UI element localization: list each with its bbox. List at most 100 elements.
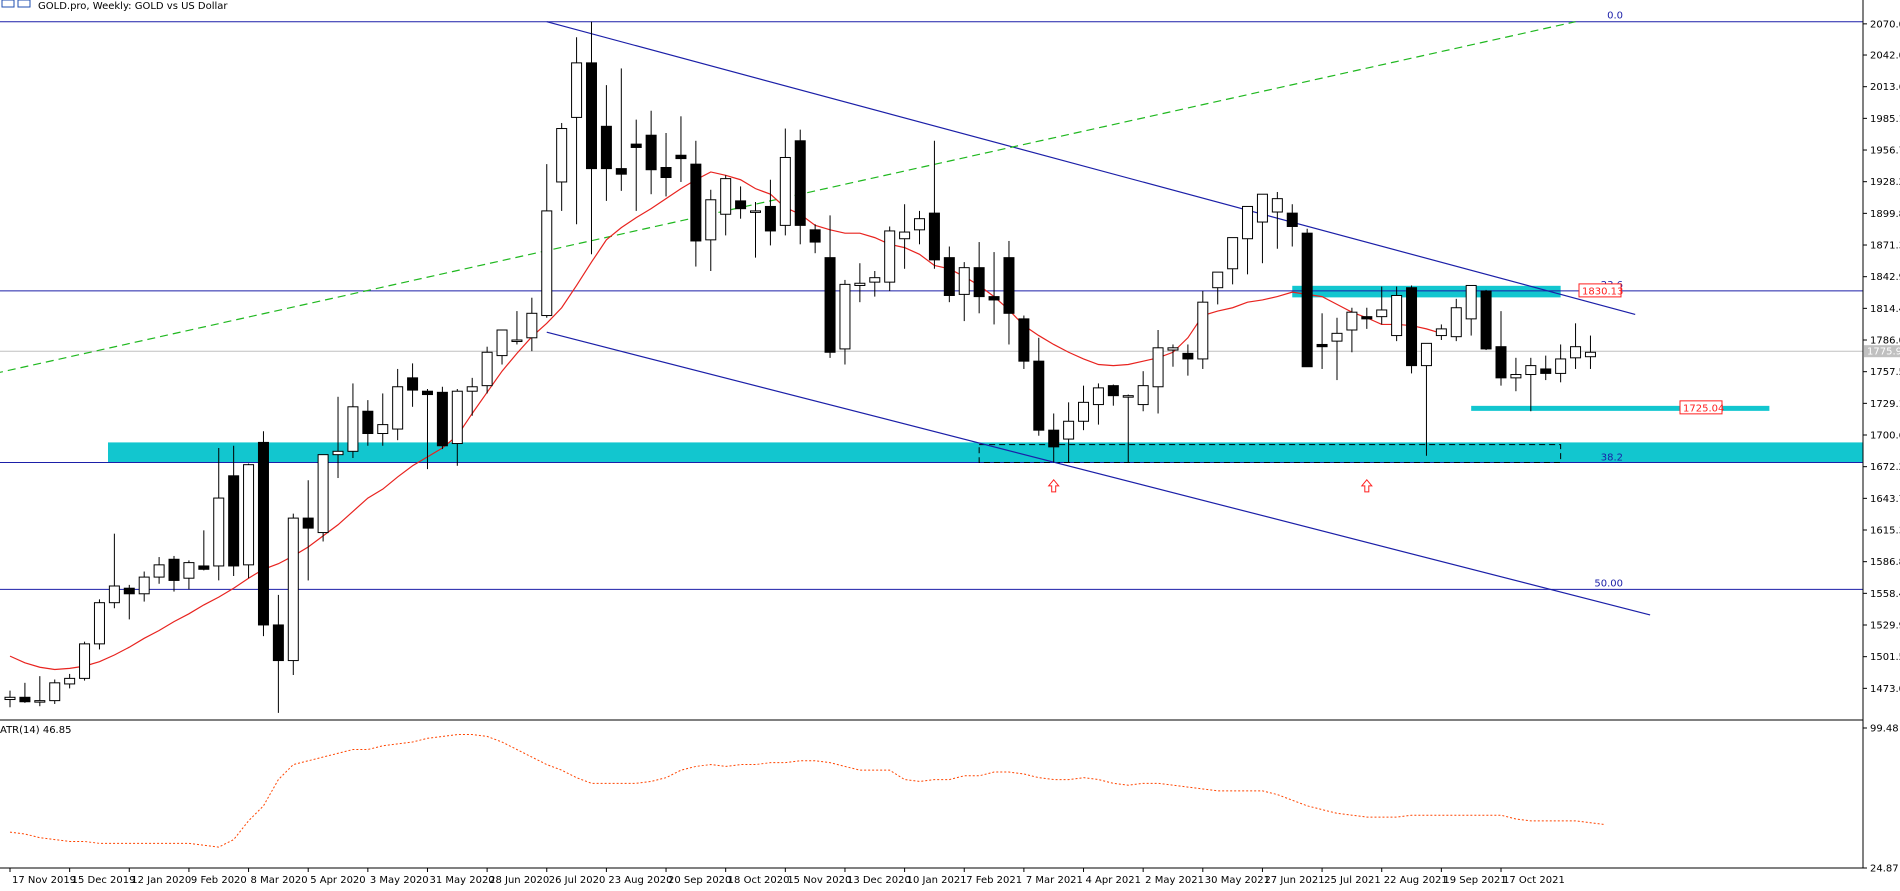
candle (914, 210, 926, 245)
candle-body (198, 565, 210, 570)
candle (899, 204, 911, 269)
candle-body (645, 134, 657, 171)
candle (1167, 344, 1179, 367)
price-tick-label: 1814.45 (1870, 304, 1900, 315)
candle (198, 530, 210, 571)
atr-panel: ATR(14) 46.85 (0, 725, 1606, 848)
candle (49, 679, 61, 704)
candle-body (1391, 294, 1403, 337)
candle (108, 533, 120, 609)
candle-body (1361, 316, 1373, 320)
candle (64, 673, 76, 689)
candle (19, 682, 31, 703)
candle-body (571, 62, 583, 118)
candle-body (407, 377, 419, 391)
time-tick-label: 31 May 2020 (429, 875, 494, 886)
candle (1122, 394, 1134, 463)
candle-body (496, 329, 508, 357)
candle-body (914, 218, 926, 231)
atr-line (9, 734, 1606, 848)
candle-body (1331, 332, 1343, 342)
time-tick-label: 22 Aug 2021 (1384, 875, 1448, 886)
candle-body (779, 156, 791, 226)
candle (809, 224, 821, 254)
candle (1227, 237, 1239, 285)
candle (675, 116, 687, 182)
candle-body (362, 410, 374, 435)
zones-layer (108, 285, 1863, 463)
candle (257, 431, 269, 637)
candle (1525, 357, 1537, 412)
time-tick-label: 15 Dec 2019 (72, 875, 136, 886)
candle (1510, 357, 1522, 392)
candle (272, 594, 284, 713)
candle-body (1003, 257, 1015, 314)
candle-body (1018, 318, 1030, 362)
candle-body (854, 282, 866, 286)
candle (958, 262, 970, 322)
atr-tick-label: 24.87 (1870, 864, 1899, 875)
candle (735, 186, 747, 219)
candle-body (705, 199, 717, 241)
up-arrow-icon (1360, 479, 1373, 493)
candle-body (794, 140, 806, 226)
candle (407, 363, 419, 407)
candle (93, 599, 105, 650)
candle (168, 555, 180, 592)
candle (824, 215, 836, 358)
candle-body (884, 230, 896, 283)
candle-body (377, 424, 389, 435)
candle-body (34, 700, 46, 703)
candle (1152, 329, 1164, 414)
time-tick-label: 7 Mar 2021 (1026, 875, 1083, 886)
candle-body (392, 386, 404, 430)
time-tick-label: 2 May 2021 (1145, 875, 1204, 886)
candle (421, 388, 433, 470)
fib-label-38-2: 38.2 (1601, 452, 1623, 463)
candle-body (1316, 343, 1328, 348)
candle-body (347, 406, 359, 452)
candle-body (243, 464, 255, 566)
candle-body (943, 257, 955, 296)
candle-body (526, 312, 538, 339)
candle (436, 386, 448, 450)
candle-body (600, 125, 612, 170)
time-tick-label: 23 Aug 2020 (608, 875, 672, 886)
candle-body (988, 296, 1000, 301)
time-tick-label: 17 Nov 2019 (12, 875, 76, 886)
candle-body (123, 587, 135, 595)
fib-label-0: 0.0 (1607, 11, 1623, 22)
candle-body (839, 283, 851, 350)
candle-body (899, 231, 911, 240)
candle-body (1182, 352, 1194, 360)
candle (794, 129, 806, 245)
candle-body (660, 166, 672, 179)
candle (1256, 193, 1268, 264)
candle (228, 445, 240, 576)
candle (541, 164, 553, 318)
candle (317, 454, 329, 542)
candle (839, 279, 851, 365)
price-tick-label: 1672.20 (1870, 462, 1900, 473)
candle (750, 201, 761, 258)
candle (645, 110, 657, 195)
candle (377, 393, 389, 446)
candle (1331, 317, 1343, 381)
time-tick-label: 4 Apr 2021 (1086, 875, 1141, 886)
candle (1316, 313, 1328, 369)
candle-body (973, 267, 985, 298)
candle (1346, 307, 1358, 353)
price-tick-label: 1871.35 (1870, 241, 1900, 252)
candle (1435, 324, 1447, 341)
price-tick-label: 2070.05 (1870, 19, 1900, 30)
candle-body (1063, 420, 1075, 440)
candle-body (1078, 401, 1090, 422)
fib-label-50: 50.00 (1594, 578, 1623, 589)
candle-body (1450, 307, 1462, 338)
price-tick-label: 1529.95 (1870, 621, 1900, 632)
candle (287, 513, 299, 676)
candle-body (1107, 385, 1119, 397)
candle (720, 175, 732, 236)
candle-body (1197, 301, 1209, 360)
candle (1555, 344, 1567, 383)
